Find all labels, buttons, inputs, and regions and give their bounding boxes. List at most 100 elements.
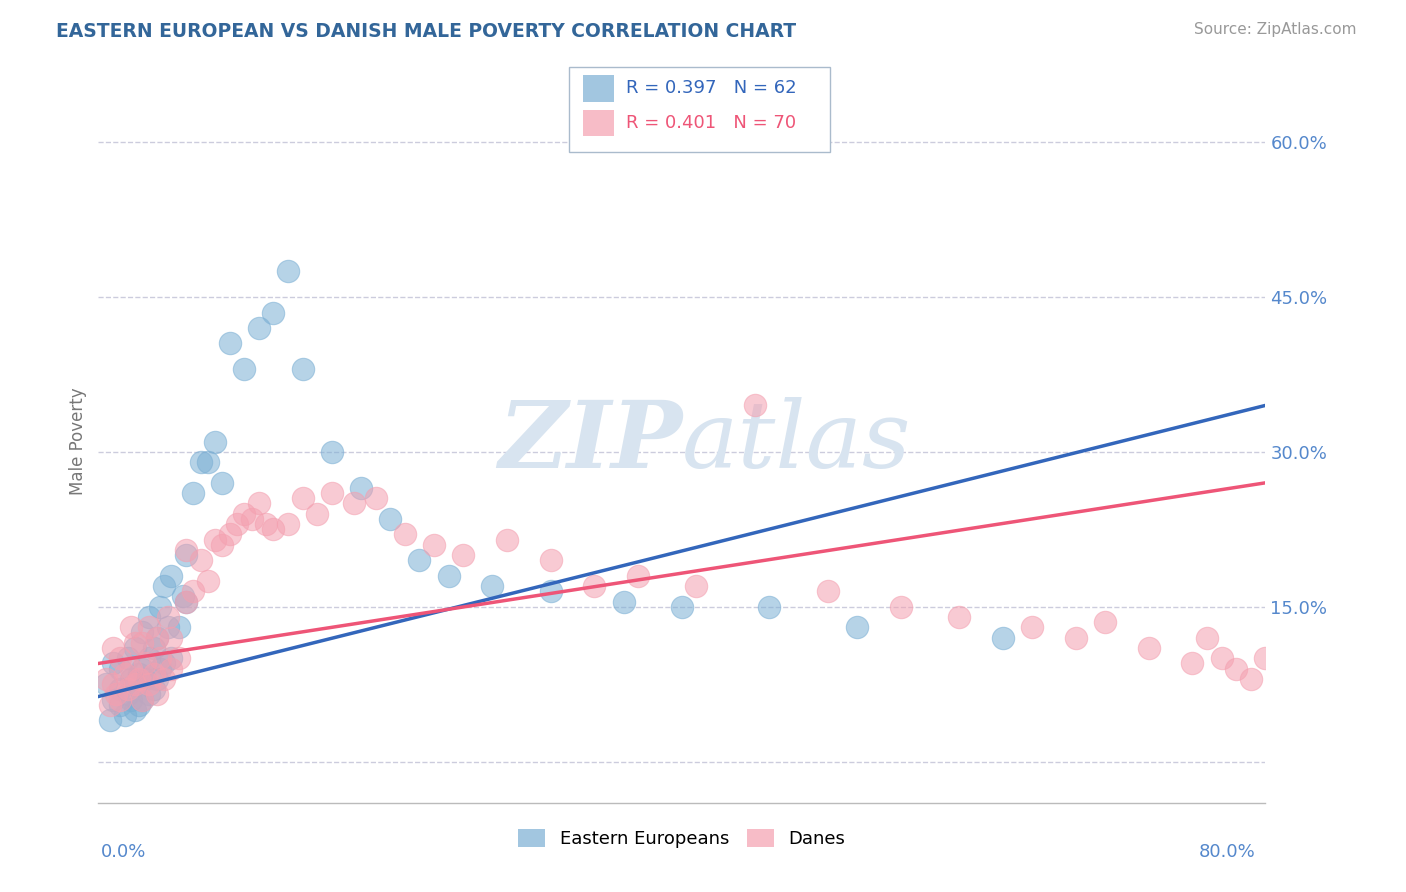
Point [218,336,240,351]
Point [496,533,519,547]
Point [131,692,153,706]
Point [128,666,150,681]
Point [190,455,212,469]
Text: 80.0%: 80.0% [1199,843,1256,861]
Point [120,672,142,686]
Point [101,657,124,671]
Point [134,657,156,671]
Point [160,651,183,665]
Point [153,672,176,686]
Point [197,574,219,588]
Point [124,677,146,691]
Point [138,687,160,701]
Point [181,486,204,500]
Point [226,517,249,532]
Point [110,682,132,697]
Point [262,522,284,536]
Point [131,625,153,640]
Point [262,305,284,319]
Y-axis label: Male Poverty: Male Poverty [69,388,87,495]
Point [758,599,780,614]
Point [685,579,707,593]
Point [277,264,299,278]
Point [146,631,169,645]
Point [1254,651,1277,665]
Point [1225,662,1247,676]
Legend: Eastern Europeans, Danes: Eastern Europeans, Danes [510,822,853,855]
Point [153,579,176,593]
Point [744,398,766,412]
Point [110,662,132,676]
Point [142,666,165,681]
Point [142,682,165,697]
Point [380,512,402,526]
Point [120,620,142,634]
Point [254,517,277,532]
Point [350,481,373,495]
Point [291,491,314,506]
Point [131,692,153,706]
Point [1137,640,1160,655]
Point [890,599,912,614]
Text: R = 0.397   N = 62: R = 0.397 N = 62 [626,79,796,97]
Point [110,698,132,712]
Point [160,631,183,645]
Point [991,631,1014,645]
Point [117,687,139,701]
Point [307,507,329,521]
Point [120,662,142,676]
Point [277,517,299,532]
Point [101,640,124,655]
Point [138,651,160,665]
Point [451,548,474,562]
Point [134,672,156,686]
Point [98,713,121,727]
Point [94,672,117,686]
Point [160,568,183,582]
Point [138,677,160,691]
Point [110,692,132,706]
Point [291,362,314,376]
Point [1181,657,1204,671]
Point [247,321,270,335]
Point [157,610,180,624]
Point [157,620,180,634]
Text: R = 0.401   N = 70: R = 0.401 N = 70 [626,114,796,132]
Point [114,666,136,681]
Text: EASTERN EUROPEAN VS DANISH MALE POVERTY CORRELATION CHART: EASTERN EUROPEAN VS DANISH MALE POVERTY … [56,22,796,41]
Point [120,692,142,706]
Point [948,610,970,624]
Point [540,553,562,567]
Point [146,672,169,686]
Point [128,698,150,712]
Point [211,538,233,552]
Point [101,677,124,691]
Point [172,590,194,604]
Point [218,527,240,541]
Point [131,636,153,650]
Point [1240,672,1263,686]
Text: ZIP: ZIP [498,397,682,486]
Point [117,651,139,665]
Point [343,496,366,510]
Point [146,687,169,701]
Text: 0.0%: 0.0% [101,843,146,861]
Point [204,434,226,449]
Point [583,579,606,593]
Point [167,620,190,634]
Point [174,594,197,608]
Point [160,662,183,676]
Point [153,657,176,671]
Point [321,486,343,500]
Point [98,698,121,712]
Point [124,677,146,691]
Point [146,631,169,645]
Point [174,548,197,562]
Point [110,651,132,665]
Point [104,687,127,701]
Point [540,584,562,599]
Point [423,538,446,552]
Point [364,491,387,506]
Point [181,584,204,599]
Point [612,594,634,608]
